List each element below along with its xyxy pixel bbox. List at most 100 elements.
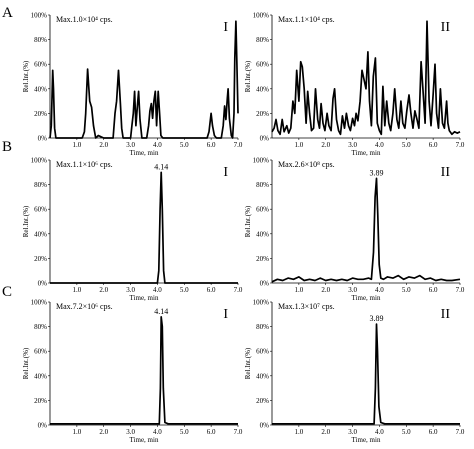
y-tick-label: 80%: [34, 36, 47, 44]
x-tick-label: 5.0: [180, 286, 189, 294]
y-tick-label: 100%: [31, 299, 48, 307]
y-axis-title: Rel.Int.(%): [22, 205, 30, 237]
x-tick-label: 6.0: [429, 141, 438, 149]
y-tick-label: 40%: [34, 372, 47, 380]
x-tick-label: 1.0: [294, 428, 303, 436]
chromatogram-trace: [50, 315, 238, 425]
y-tick-label: 80%: [34, 323, 47, 331]
x-tick-label: 7.0: [234, 286, 243, 294]
x-tick-label: 3.0: [126, 428, 135, 436]
y-axis-title: Rel.Int.(%): [244, 347, 252, 379]
chart-panel-b-ii: 0% 20% 40% 60% 80% 100% 1.0 2.0 3.0 4.0 5.0 6.0 7.0 T…: [244, 157, 465, 303]
x-tick-label: 4.0: [153, 286, 162, 294]
x-tick-label: 2.0: [99, 428, 108, 436]
max-intensity-label: Max.1.1×10⁴ cps.: [278, 15, 335, 24]
y-tick-label: 20%: [256, 110, 269, 118]
y-tick-label: 40%: [256, 230, 269, 238]
panel-id-label: II: [441, 307, 451, 322]
y-tick-label: 60%: [34, 61, 47, 69]
y-tick-label: 80%: [34, 181, 47, 189]
chromatogram-trace: [272, 323, 460, 425]
y-tick-label: 40%: [256, 85, 269, 93]
y-tick-label: 0%: [260, 422, 270, 430]
x-tick-label: 5.0: [180, 428, 189, 436]
chromatogram-trace: [271, 177, 461, 283]
x-tick-label: 2.0: [99, 286, 108, 294]
y-tick-label: 100%: [31, 12, 48, 20]
peak-retention-label: 3.89: [369, 168, 383, 177]
x-tick-label: 1.0: [72, 286, 81, 294]
x-tick-label: 4.0: [375, 286, 384, 294]
y-tick-label: 20%: [256, 397, 269, 405]
max-intensity-label: Max.2.6×10⁸ cps.: [278, 160, 335, 169]
max-intensity-label: Max.1.1×10⁶ cps.: [56, 160, 113, 169]
x-tick-label: 1.0: [294, 286, 303, 294]
x-tick-label: 7.0: [234, 141, 243, 149]
y-tick-label: 80%: [256, 36, 269, 44]
chart-panel-a-ii: 0% 20% 40% 60% 80% 100% 1.0 2.0 3.0 4.0 5.0 6.0 7.0 T…: [244, 12, 465, 158]
x-axis-title: Time, min: [130, 436, 159, 444]
x-tick-label: 5.0: [402, 428, 411, 436]
chart-panel-b-i: 0% 20% 40% 60% 80% 100% 1.0 2.0 3.0 4.0 5.0 6.0 7.0 T…: [22, 157, 243, 303]
y-tick-label: 60%: [34, 206, 47, 214]
y-tick-label: 40%: [34, 85, 47, 93]
y-tick-label: 60%: [256, 206, 269, 214]
x-tick-label: 1.0: [72, 428, 81, 436]
x-tick-label: 7.0: [456, 286, 465, 294]
x-tick-label: 3.0: [348, 428, 357, 436]
x-tick-label: 5.0: [402, 286, 411, 294]
row-label-b: B: [2, 139, 12, 155]
x-tick-label: 2.0: [321, 286, 330, 294]
x-tick-label: 4.0: [153, 141, 162, 149]
panel-id-label: I: [223, 307, 228, 322]
x-tick-label: 4.0: [375, 428, 384, 436]
x-tick-label: 6.0: [207, 141, 216, 149]
y-tick-label: 60%: [256, 348, 269, 356]
y-tick-label: 100%: [31, 157, 48, 165]
chromatogram-trace: [271, 20, 461, 136]
y-tick-label: 100%: [253, 157, 270, 165]
panel-id-label: I: [223, 165, 228, 180]
y-axis-title: Rel.Int.(%): [244, 205, 252, 237]
x-tick-label: 2.0: [321, 428, 330, 436]
chromatogram-trace: [50, 171, 238, 284]
y-tick-label: 40%: [34, 230, 47, 238]
x-tick-label: 3.0: [126, 286, 135, 294]
max-intensity-label: Max.7.2×10⁶ cps.: [56, 302, 113, 311]
x-tick-label: 5.0: [402, 141, 411, 149]
peak-retention-label: 4.14: [154, 162, 168, 171]
x-tick-label: 3.0: [348, 286, 357, 294]
y-tick-label: 60%: [256, 61, 269, 69]
y-tick-label: 100%: [253, 12, 270, 20]
x-axis-title: Time, min: [352, 149, 381, 157]
x-axis-title: Time, min: [130, 149, 159, 157]
x-tick-label: 3.0: [348, 141, 357, 149]
panel-id-label: II: [441, 20, 451, 35]
y-tick-label: 100%: [253, 299, 270, 307]
y-tick-label: 40%: [256, 372, 269, 380]
y-tick-label: 20%: [256, 255, 269, 263]
x-tick-label: 6.0: [207, 428, 216, 436]
panel-id-label: II: [441, 165, 451, 180]
y-tick-label: 0%: [260, 135, 270, 143]
x-tick-label: 1.0: [294, 141, 303, 149]
y-tick-label: 0%: [38, 135, 48, 143]
x-tick-label: 7.0: [456, 428, 465, 436]
x-tick-label: 6.0: [429, 428, 438, 436]
x-tick-label: 7.0: [234, 428, 243, 436]
y-axis-title: Rel.Int.(%): [244, 60, 252, 92]
y-tick-label: 20%: [34, 397, 47, 405]
y-tick-label: 0%: [260, 280, 270, 288]
x-axis-title: Time, min: [352, 436, 381, 444]
y-tick-label: 80%: [256, 181, 269, 189]
max-intensity-label: Max.1.3×10⁷ cps.: [278, 302, 335, 311]
row-label-c: C: [2, 284, 12, 300]
x-tick-label: 7.0: [456, 141, 465, 149]
y-tick-label: 0%: [38, 280, 48, 288]
y-tick-label: 20%: [34, 110, 47, 118]
y-axis-title: Rel.Int.(%): [22, 60, 30, 92]
row-label-a: A: [2, 5, 13, 21]
peak-retention-label: 4.14: [154, 307, 168, 316]
x-tick-label: 4.0: [153, 428, 162, 436]
